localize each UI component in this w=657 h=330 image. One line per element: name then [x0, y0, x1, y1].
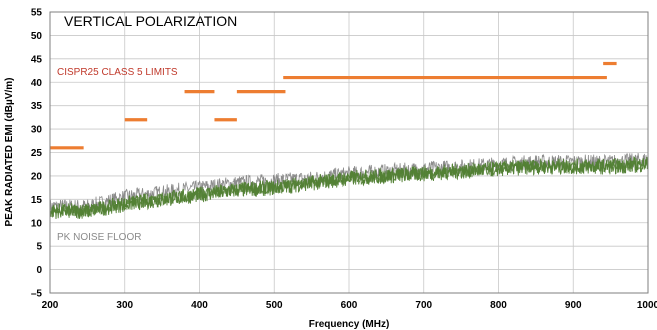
- x-tick-label: 700: [415, 300, 432, 311]
- x-tick-label: 200: [42, 300, 59, 311]
- x-tick-label: 900: [565, 300, 582, 311]
- x-axis-label: Frequency (MHz): [309, 319, 390, 330]
- y-tick-label: 10: [31, 218, 43, 229]
- emi-trace: [49, 158, 648, 217]
- y-tick-label: 35: [31, 101, 43, 112]
- y-tick-label: 25: [31, 148, 43, 159]
- x-tick-label: 600: [341, 300, 358, 311]
- y-tick-label: 55: [31, 8, 43, 19]
- y-axis-label: PEAK RADIATED EMI (dBµV/m): [4, 78, 15, 227]
- limits-annotation: CISPR25 CLASS 5 LIMITS: [57, 67, 178, 78]
- y-tick-label: 45: [31, 54, 43, 65]
- x-tick-label: 300: [116, 300, 133, 311]
- x-tick-label: 500: [266, 300, 283, 311]
- limit-lines: [50, 61, 617, 150]
- y-tick-label: 50: [31, 31, 43, 42]
- tick-labels: 200 300 400 500 600 700 800 900 1000 –5 0 5 10 15 20 25…: [31, 8, 657, 312]
- y-tick-label: –5: [31, 289, 43, 300]
- y-tick-label: 40: [31, 78, 43, 89]
- y-tick-label: 20: [31, 171, 43, 182]
- y-tick-label: 0: [36, 265, 42, 276]
- y-tick-label: 5: [36, 242, 42, 253]
- x-tick-label: 1000: [637, 300, 657, 311]
- x-tick-label: 800: [490, 300, 507, 311]
- x-tick-label: 400: [191, 300, 208, 311]
- y-tick-label: 30: [31, 125, 43, 136]
- noise-floor-annotation: PK NOISE FLOOR: [57, 232, 141, 243]
- chart-title: VERTICAL POLARIZATION: [64, 13, 237, 29]
- y-tick-label: 15: [31, 195, 43, 206]
- traces: [49, 152, 649, 220]
- plot-frame: [49, 11, 649, 294]
